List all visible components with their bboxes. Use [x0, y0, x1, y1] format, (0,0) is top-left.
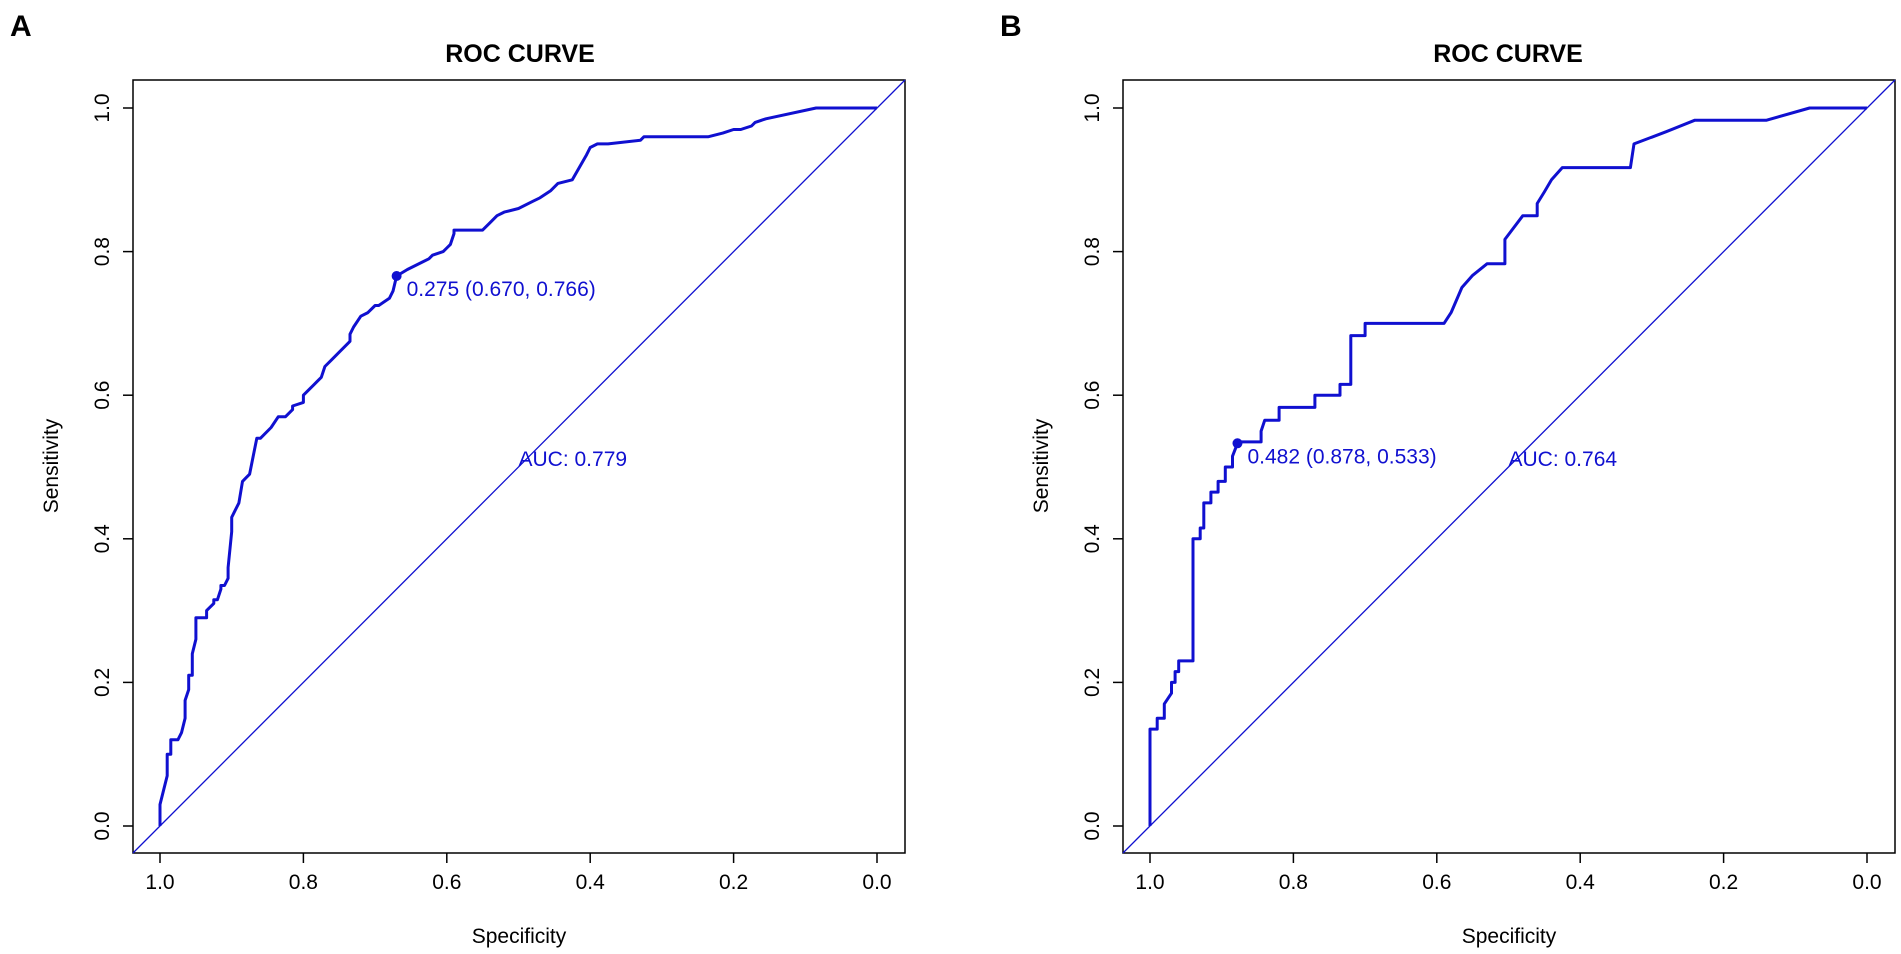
panel-b: B ROC CURVE 1.0 0.8 0.6 0.4 0.2 0.0 0.0 0.2 0.4…	[1000, 10, 1896, 948]
x-tick-label: 0.0	[862, 871, 891, 894]
y-tick-label: 0.8	[1081, 237, 1104, 266]
y-tick-label: 0.4	[91, 524, 114, 554]
threshold-label-a: 0.275 (0.670, 0.766)	[407, 278, 596, 301]
y-tick-label: 0.2	[91, 668, 114, 697]
y-tick-label: 0.8	[91, 237, 114, 266]
y-tick-label: 1.0	[1081, 93, 1104, 122]
x-tick-label: 1.0	[1135, 871, 1164, 894]
y-axis-a: 0.0 0.2 0.4 0.6 0.8 1.0	[91, 93, 133, 841]
y-tick-label: 0.4	[1081, 524, 1104, 554]
panel-letter-b: B	[1000, 10, 1022, 43]
plot-frame-b	[1122, 79, 1896, 854]
x-tick-label: 0.4	[576, 871, 606, 894]
x-tick-label: 0.4	[1566, 871, 1596, 894]
roc-curve-line-a	[158, 106, 877, 826]
x-tick-label: 0.6	[432, 871, 461, 894]
x-axis-b: 1.0 0.8 0.6 0.4 0.2 0.0	[1135, 853, 1882, 894]
panel-a: A ROC CURVE 1.0 0.8 0.6 0.4 0.2 0.0 0.0 0.2 0.4…	[10, 10, 906, 948]
auc-label-b: AUC: 0.764	[1509, 448, 1618, 471]
x-axis-title-a: Specificity	[472, 925, 567, 948]
x-tick-label: 0.6	[1422, 871, 1451, 894]
x-tick-label: 0.8	[1279, 871, 1308, 894]
y-tick-label: 0.6	[1081, 381, 1104, 410]
x-tick-label: 0.2	[719, 871, 748, 894]
x-tick-label: 1.0	[145, 871, 174, 894]
plot-frame-a	[132, 79, 906, 854]
threshold-label-b: 0.482 (0.878, 0.533)	[1247, 445, 1436, 468]
threshold-point-b	[1232, 438, 1243, 449]
x-tick-label: 0.8	[289, 871, 318, 894]
chance-diagonal-a	[132, 79, 906, 854]
x-axis-a: 1.0 0.8 0.6 0.4 0.2 0.0	[145, 853, 892, 894]
y-tick-label: 0.6	[91, 381, 114, 410]
y-axis-b: 0.0 0.2 0.4 0.6 0.8 1.0	[1081, 93, 1123, 841]
auc-label-a: AUC: 0.779	[519, 448, 628, 471]
x-tick-label: 0.0	[1852, 871, 1881, 894]
x-tick-label: 0.2	[1709, 871, 1738, 894]
y-tick-label: 0.2	[1081, 668, 1104, 697]
y-tick-label: 0.0	[91, 811, 114, 840]
y-tick-label: 0.0	[1081, 811, 1104, 840]
y-axis-title-a: Sensitivity	[40, 418, 63, 513]
y-axis-title-b: Sensitivity	[1030, 418, 1053, 513]
panel-letter-a: A	[10, 10, 32, 43]
x-axis-title-b: Specificity	[1462, 925, 1557, 948]
roc-curve-line-b	[1148, 106, 1867, 826]
chart-title-a: ROC CURVE	[445, 40, 595, 68]
chance-diagonal-b	[1122, 79, 1896, 854]
y-tick-label: 1.0	[91, 93, 114, 122]
chart-title-b: ROC CURVE	[1433, 40, 1583, 68]
threshold-point-a	[391, 271, 402, 282]
